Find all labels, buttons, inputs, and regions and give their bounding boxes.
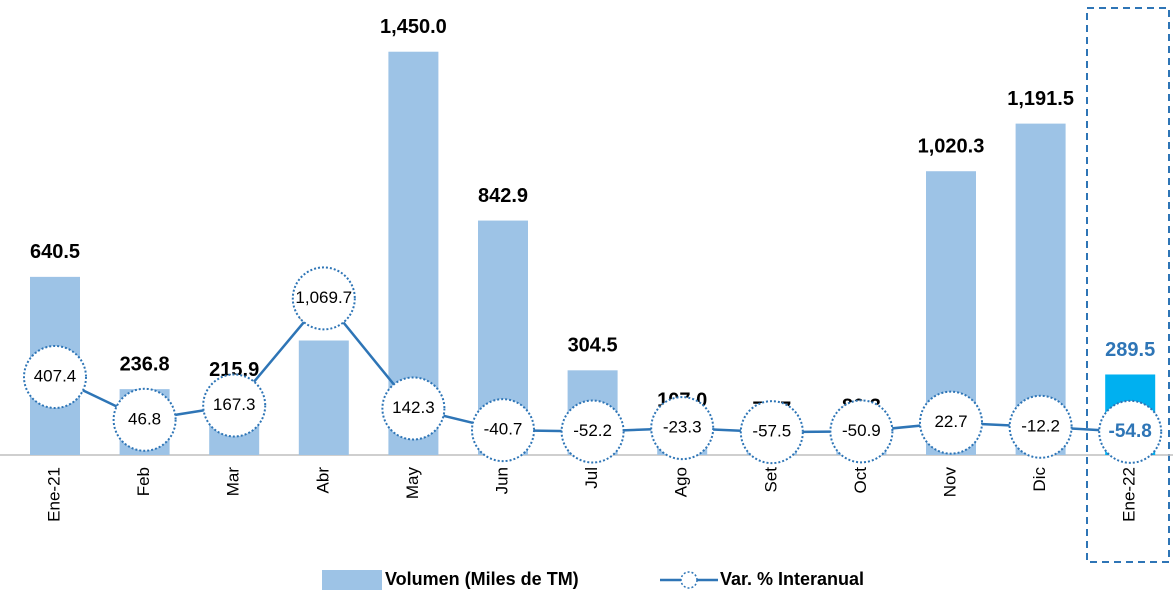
line-value-label: 46.8 bbox=[128, 409, 161, 428]
line-value-label: 142.3 bbox=[392, 398, 435, 417]
line-value-label: -23.3 bbox=[663, 418, 702, 437]
x-tick-label: Dic bbox=[1030, 467, 1049, 492]
bar-value-label: 215.9 bbox=[209, 359, 259, 381]
highlight-box bbox=[1086, 7, 1170, 563]
line-value-label: 1,069.7 bbox=[295, 288, 352, 307]
line-value-label: -50.9 bbox=[842, 421, 881, 440]
bar-value-label: 1,020.3 bbox=[918, 136, 985, 158]
line-marker bbox=[1008, 394, 1073, 459]
line-value-label: -52.2 bbox=[573, 421, 612, 440]
bar-value-label: 842.9 bbox=[478, 185, 528, 207]
line-marker bbox=[23, 344, 87, 409]
legend-swatch bbox=[680, 571, 698, 589]
line-value-label: 167.3 bbox=[213, 395, 256, 414]
bar-value-label: 289.5 bbox=[1105, 339, 1155, 361]
x-tick-label: Jun bbox=[492, 467, 511, 494]
bar-value-label: 640.5 bbox=[30, 241, 80, 263]
line-marker bbox=[202, 373, 267, 438]
bar-value-label: 304.5 bbox=[568, 335, 618, 357]
x-tick-label: Feb bbox=[134, 467, 153, 496]
x-tick-label: Set bbox=[761, 467, 780, 493]
legend-swatch bbox=[322, 570, 382, 590]
legend-label: Var. % Interanual bbox=[720, 569, 864, 589]
x-tick-label: Ene-21 bbox=[44, 467, 63, 522]
line-value-label: -54.8 bbox=[1109, 421, 1152, 442]
line-value-label: -12.2 bbox=[1021, 416, 1060, 435]
bar-value-label: 1,191.5 bbox=[1007, 88, 1074, 110]
x-tick-label: Jul bbox=[582, 467, 601, 489]
line-value-label: -57.5 bbox=[752, 422, 791, 441]
line-value-label: 407.4 bbox=[34, 366, 77, 385]
line-marker bbox=[650, 396, 715, 461]
bar bbox=[298, 340, 349, 455]
line-marker bbox=[471, 398, 535, 463]
line-marker bbox=[1098, 399, 1163, 464]
x-tick-label: Mar bbox=[224, 467, 243, 497]
legend-label: Volumen (Miles de TM) bbox=[385, 569, 579, 589]
line-marker bbox=[739, 400, 804, 465]
x-tick-label: Ene-22 bbox=[1120, 467, 1139, 522]
line-marker bbox=[560, 399, 625, 464]
x-tick-label: Nov bbox=[940, 467, 959, 498]
x-tick-label: May bbox=[403, 467, 422, 500]
x-tick-label: Abr bbox=[313, 467, 332, 494]
line-marker bbox=[291, 266, 356, 331]
line-value-label: 22.7 bbox=[934, 412, 967, 431]
line-marker bbox=[829, 399, 894, 464]
line-value-label: -40.7 bbox=[484, 420, 523, 439]
line-marker bbox=[381, 376, 446, 441]
x-tick-label: Oct bbox=[851, 467, 870, 494]
line-marker bbox=[919, 390, 983, 455]
bar-value-label: 1,450.0 bbox=[380, 16, 447, 38]
line-marker bbox=[112, 387, 177, 452]
bar-value-label: 236.8 bbox=[120, 353, 170, 375]
x-tick-label: Ago bbox=[672, 467, 691, 497]
